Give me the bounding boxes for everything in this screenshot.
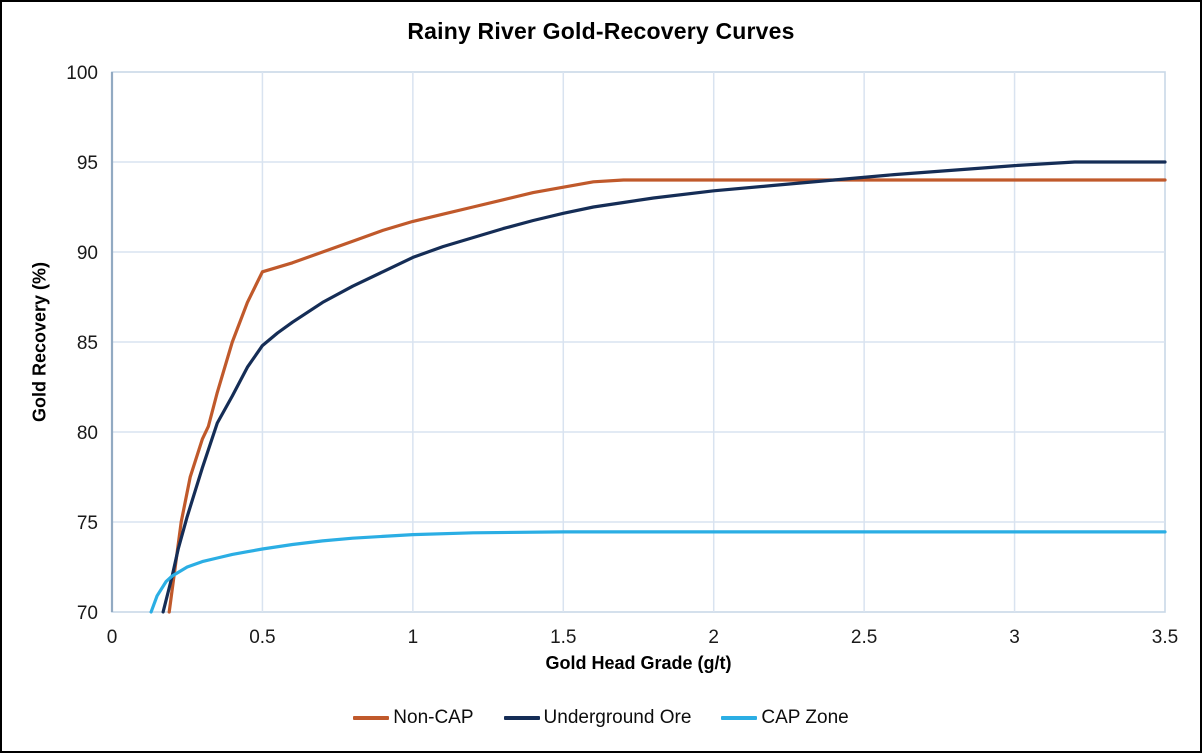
x-axis-title: Gold Head Grade (g/t) [545, 653, 732, 673]
series-line-cap-zone [149, 530, 1167, 614]
legend: Non-CAP Underground Ore CAP Zone [2, 707, 1200, 729]
y-tick-label: 90 [77, 243, 98, 264]
legend-item-non-cap: Non-CAP [353, 707, 474, 729]
x-tick-label: 3 [1009, 627, 1020, 648]
legend-item-cap-zone: CAP Zone [721, 707, 849, 729]
legend-item-underground-ore: Underground Ore [503, 707, 692, 729]
legend-label: CAP Zone [761, 707, 849, 728]
legend-label: Underground Ore [543, 707, 692, 728]
legend-line-swatch-underground-ore [503, 716, 540, 720]
y-tick-label: 95 [77, 153, 98, 174]
y-tick-label: 85 [77, 333, 98, 354]
y-tick-label: 80 [77, 423, 98, 444]
x-tick-label: 2.5 [851, 627, 877, 648]
chart-title: Rainy River Gold-Recovery Curves [407, 18, 795, 44]
legend-line-swatch-non-cap [353, 716, 390, 720]
y-tick-label: 75 [77, 513, 98, 534]
x-tick-label: 0.5 [249, 627, 275, 648]
x-tick-label: 3.5 [1152, 627, 1178, 648]
y-tick-label: 70 [77, 603, 98, 624]
x-tick-label: 1.5 [550, 627, 576, 648]
x-tick-label: 1 [408, 627, 419, 648]
legend-label: Non-CAP [393, 707, 474, 728]
y-tick-label: 100 [66, 63, 98, 84]
series-line-underground-ore [161, 160, 1167, 614]
series-line-non-cap [167, 178, 1167, 614]
x-tick-label: 2 [708, 627, 719, 648]
x-tick-label: 0 [107, 627, 118, 648]
legend-line-swatch-cap-zone [721, 716, 758, 720]
